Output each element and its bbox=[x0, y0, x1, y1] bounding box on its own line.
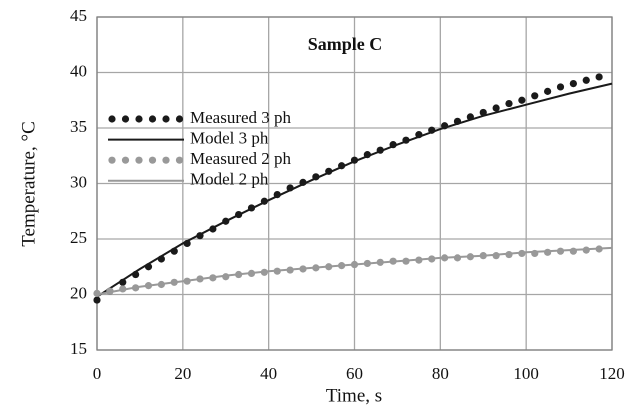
legend-marker bbox=[121, 156, 130, 164]
data-line bbox=[96, 246, 613, 296]
y-tick-label: 35 bbox=[70, 117, 87, 136]
x-tick-label: 40 bbox=[260, 364, 277, 383]
y-tick-label: 30 bbox=[70, 172, 87, 191]
data-point bbox=[479, 108, 487, 117]
chart-title: Sample C bbox=[308, 34, 383, 54]
x-tick-label: 80 bbox=[432, 364, 449, 383]
x-axis-label: Time, s bbox=[326, 385, 382, 406]
legend-marker bbox=[121, 115, 130, 123]
legend-marker bbox=[162, 115, 170, 123]
x-tick-label: 120 bbox=[599, 364, 625, 383]
data-line bbox=[96, 82, 613, 298]
y-tick-label: 40 bbox=[70, 61, 87, 80]
y-tick-label: 20 bbox=[70, 283, 87, 302]
grid bbox=[96, 16, 613, 351]
x-tick-label: 20 bbox=[174, 364, 191, 383]
data-point bbox=[595, 73, 603, 81]
data-point bbox=[544, 87, 552, 95]
data-point bbox=[556, 83, 565, 91]
legend-marker bbox=[175, 115, 184, 123]
data-point bbox=[582, 76, 590, 84]
legend-label: Measured 2 ph bbox=[190, 149, 292, 168]
x-tick-label: 100 bbox=[513, 364, 539, 383]
legend-marker bbox=[148, 156, 157, 164]
legend-marker bbox=[135, 156, 143, 164]
legend-marker bbox=[108, 156, 116, 164]
legend-label: Measured 3 ph bbox=[190, 108, 292, 127]
legend-marker bbox=[162, 156, 170, 164]
legend-marker bbox=[135, 115, 143, 123]
data-point bbox=[531, 92, 539, 100]
y-tick-label: 45 bbox=[70, 6, 87, 25]
data-point bbox=[569, 247, 577, 255]
legend-label: Model 3 ph bbox=[190, 129, 269, 148]
legend-label: Model 2 ph bbox=[190, 170, 269, 189]
x-tick-label: 60 bbox=[346, 364, 363, 383]
data-point bbox=[93, 289, 101, 297]
legend-marker bbox=[175, 156, 184, 164]
legend-marker bbox=[108, 115, 116, 123]
data-point bbox=[518, 96, 526, 104]
y-tick-label: 25 bbox=[70, 228, 87, 247]
data-point bbox=[505, 99, 513, 108]
data-point bbox=[492, 104, 500, 112]
plot-frame bbox=[96, 16, 613, 351]
y-axis-label: Temperature, °C bbox=[18, 121, 39, 247]
legend-marker bbox=[148, 115, 157, 123]
data-point bbox=[93, 296, 101, 304]
y-tick-label: 15 bbox=[70, 339, 87, 358]
x-tick-label: 0 bbox=[93, 364, 102, 383]
data-point bbox=[569, 80, 577, 88]
